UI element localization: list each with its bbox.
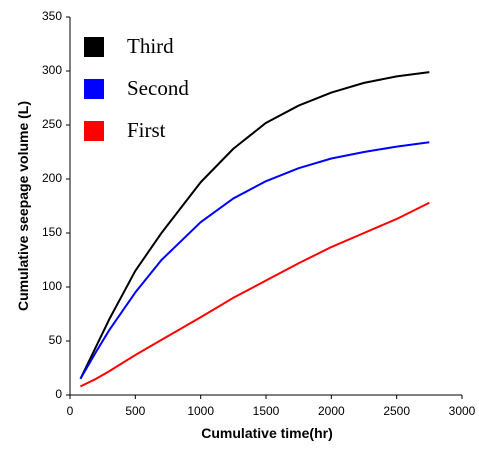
- x-tick-label: 2000: [318, 404, 345, 418]
- x-tick-label: 2500: [383, 404, 410, 418]
- x-tick-label: 0: [67, 404, 74, 418]
- y-tick-label: 200: [42, 171, 62, 185]
- legend-swatch: [84, 121, 104, 141]
- series-line: [79, 141, 430, 380]
- legend-label: Third: [127, 34, 174, 58]
- x-tick-label: 1000: [187, 404, 214, 418]
- series-line: [79, 71, 430, 380]
- y-tick-label: 350: [42, 9, 62, 23]
- legend-label: First: [127, 118, 166, 142]
- x-axis-title: Cumulative time(hr): [201, 425, 332, 441]
- y-tick-label: 300: [42, 63, 62, 77]
- legend-swatch: [84, 79, 104, 99]
- series-line: [80, 201, 430, 388]
- x-tick-label: 1500: [253, 404, 280, 418]
- y-tick-label: 0: [55, 387, 62, 401]
- y-tick-label: 100: [42, 279, 62, 293]
- legend-swatch: [84, 37, 104, 57]
- y-tick-label: 150: [42, 225, 62, 239]
- x-tick-label: 3000: [449, 404, 476, 418]
- y-tick-label: 50: [49, 333, 63, 347]
- y-tick-label: 250: [42, 117, 62, 131]
- y-axis-title: Cumulative seepage volume (L): [15, 101, 31, 311]
- x-tick-label: 500: [125, 404, 145, 418]
- legend-label: Second: [127, 76, 189, 100]
